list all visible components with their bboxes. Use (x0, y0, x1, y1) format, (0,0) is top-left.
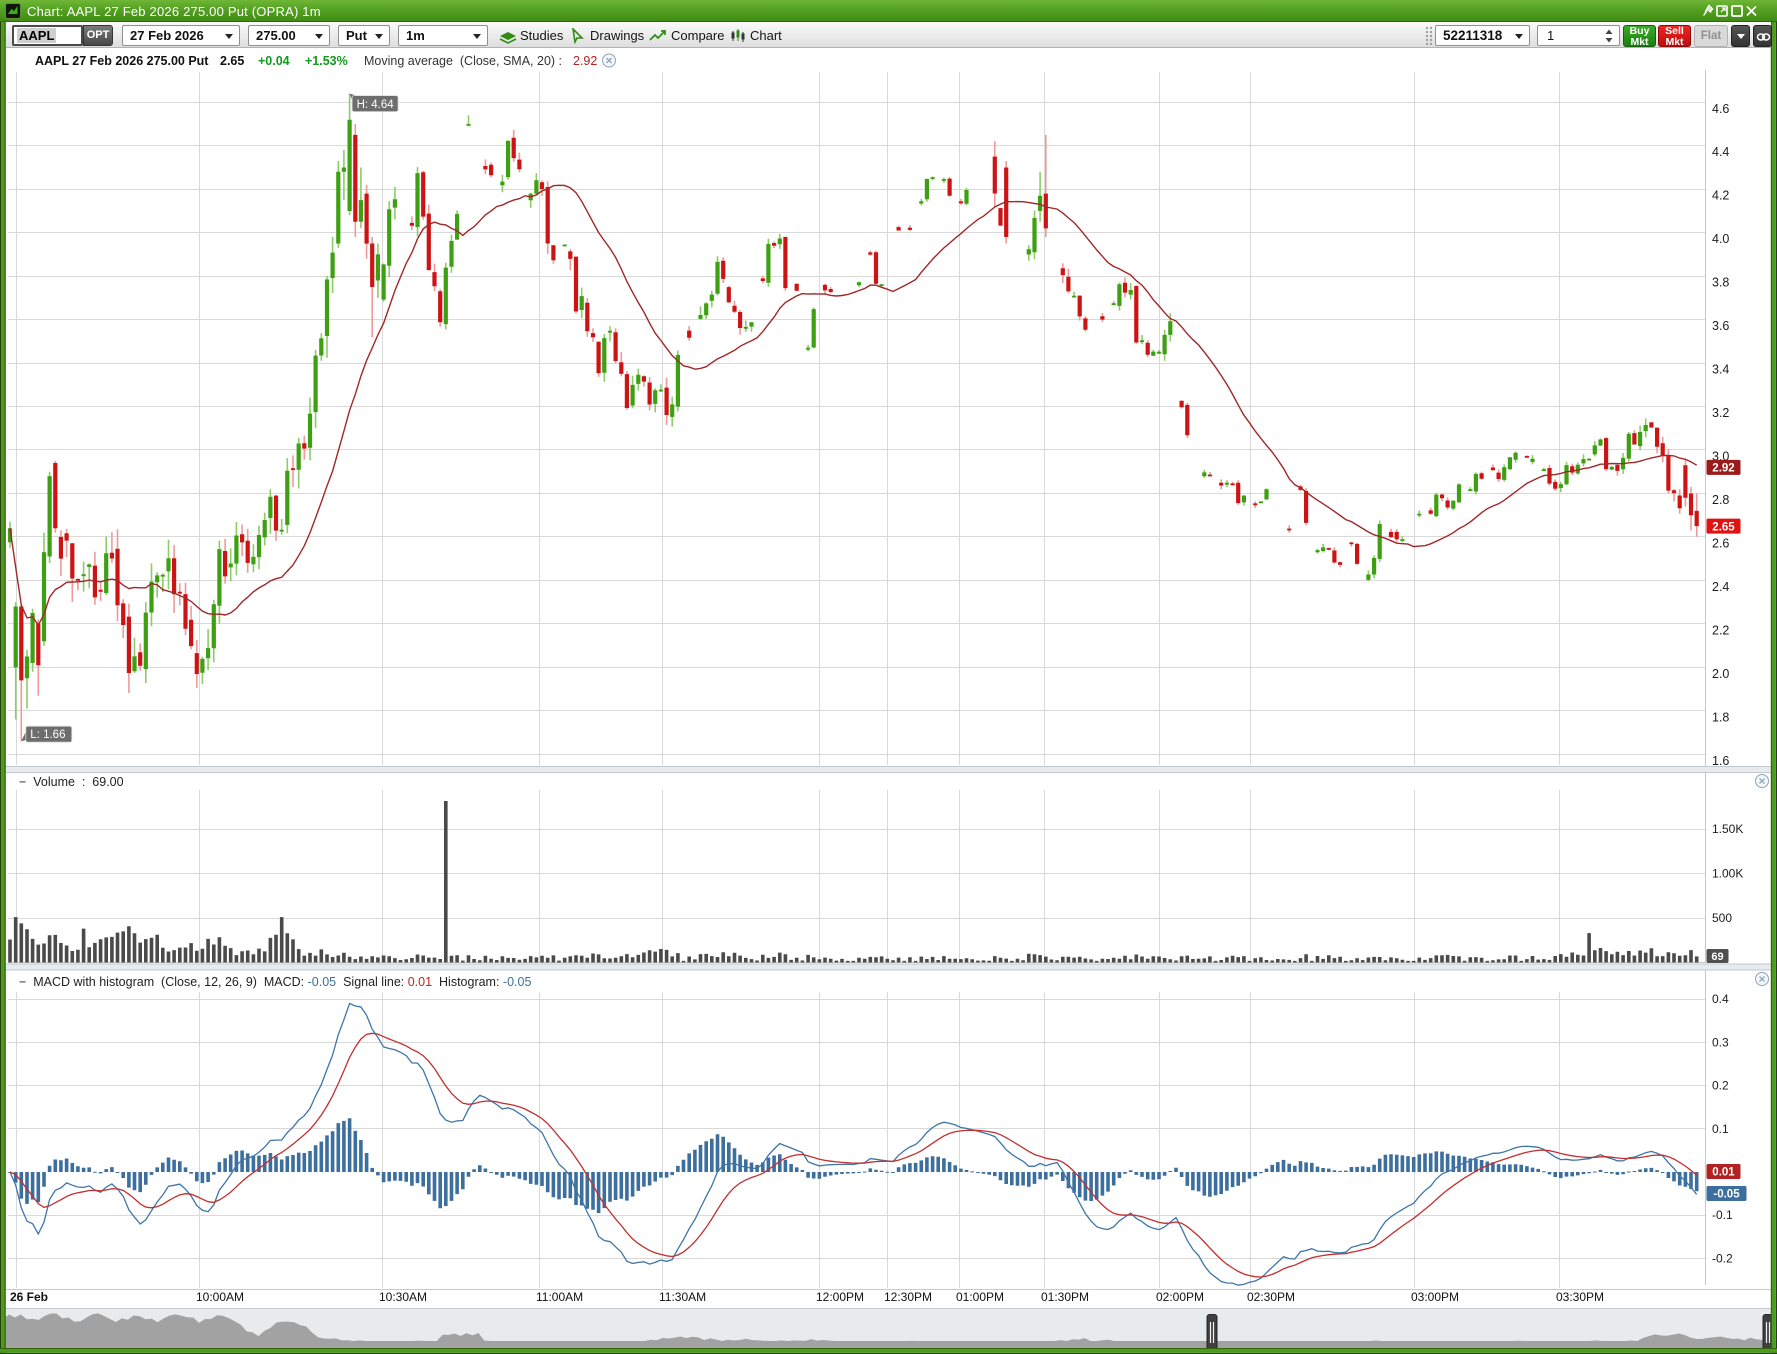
svg-text:1.8: 1.8 (1712, 710, 1729, 724)
svg-text:2.92: 2.92 (573, 54, 597, 68)
svg-text:H: 4.64: H: 4.64 (357, 99, 395, 111)
svg-text:2.92: 2.92 (1712, 463, 1734, 475)
svg-text:4.6: 4.6 (1712, 102, 1729, 116)
svg-text:11:00AM: 11:00AM (536, 1290, 583, 1304)
svg-text:0.4: 0.4 (1712, 992, 1729, 1006)
svg-text:2.4: 2.4 (1712, 580, 1729, 594)
svg-text:11:30AM: 11:30AM (659, 1290, 706, 1304)
svg-text:03:30PM: 03:30PM (1556, 1290, 1604, 1304)
svg-text:01:00PM: 01:00PM (956, 1290, 1004, 1304)
svg-text:Moving average (Close, SMA, 2: Moving average (Close, SMA, 20) : (364, 54, 562, 68)
svg-text:02:30PM: 02:30PM (1247, 1290, 1295, 1304)
svg-text:500: 500 (1712, 911, 1732, 925)
svg-text:3.8: 3.8 (1712, 276, 1729, 290)
svg-text:01:30PM: 01:30PM (1041, 1290, 1089, 1304)
svg-text:2.0: 2.0 (1712, 667, 1729, 681)
svg-text:-0.05: -0.05 (1713, 1189, 1740, 1201)
svg-text:+1.53%: +1.53% (305, 54, 348, 68)
svg-text:10:30AM: 10:30AM (379, 1290, 427, 1304)
svg-text:12:30PM: 12:30PM (884, 1290, 932, 1304)
svg-text:69: 69 (1711, 951, 1723, 963)
svg-text:4.4: 4.4 (1712, 145, 1729, 159)
svg-text:3.6: 3.6 (1712, 319, 1729, 333)
svg-text:-0.1: -0.1 (1712, 1208, 1733, 1222)
svg-text:1.50K: 1.50K (1712, 822, 1743, 836)
svg-text:AAPL 27 Feb 2026 275.00 Put: AAPL 27 Feb 2026 275.00 Put (35, 54, 209, 68)
svg-text:0.2: 0.2 (1712, 1079, 1729, 1093)
svg-text:03:00PM: 03:00PM (1411, 1290, 1459, 1304)
svg-text:10:00AM: 10:00AM (196, 1290, 244, 1304)
svg-text:26 Feb: 26 Feb (10, 1290, 48, 1304)
svg-text:2.8: 2.8 (1712, 493, 1729, 507)
svg-text:3.2: 3.2 (1712, 406, 1729, 420)
svg-text:4.2: 4.2 (1712, 189, 1729, 203)
svg-text:0.01: 0.01 (1712, 1167, 1735, 1179)
svg-text:2.65: 2.65 (1712, 521, 1735, 533)
svg-text:+0.04: +0.04 (258, 54, 290, 68)
svg-text:2.6: 2.6 (1712, 536, 1729, 550)
svg-text:− MACD with histogram (Close: − MACD with histogram (Close, 12, 26, 9)… (19, 975, 531, 989)
svg-text:L: 1.66: L: 1.66 (30, 729, 65, 741)
svg-text:4.0: 4.0 (1712, 232, 1729, 246)
svg-text:12:00PM: 12:00PM (816, 1290, 864, 1304)
svg-text:-0.2: -0.2 (1712, 1251, 1733, 1265)
svg-text:− Volume : 69.00: − Volume : 69.00 (19, 775, 124, 789)
svg-text:2.65: 2.65 (220, 54, 244, 68)
svg-text:0.3: 0.3 (1712, 1035, 1729, 1049)
svg-text:0.1: 0.1 (1712, 1122, 1729, 1136)
svg-text:1.00K: 1.00K (1712, 867, 1743, 881)
svg-text:1.6: 1.6 (1712, 754, 1729, 768)
svg-text:3.4: 3.4 (1712, 363, 1729, 377)
svg-text:02:00PM: 02:00PM (1156, 1290, 1204, 1304)
svg-text:2.2: 2.2 (1712, 623, 1729, 637)
